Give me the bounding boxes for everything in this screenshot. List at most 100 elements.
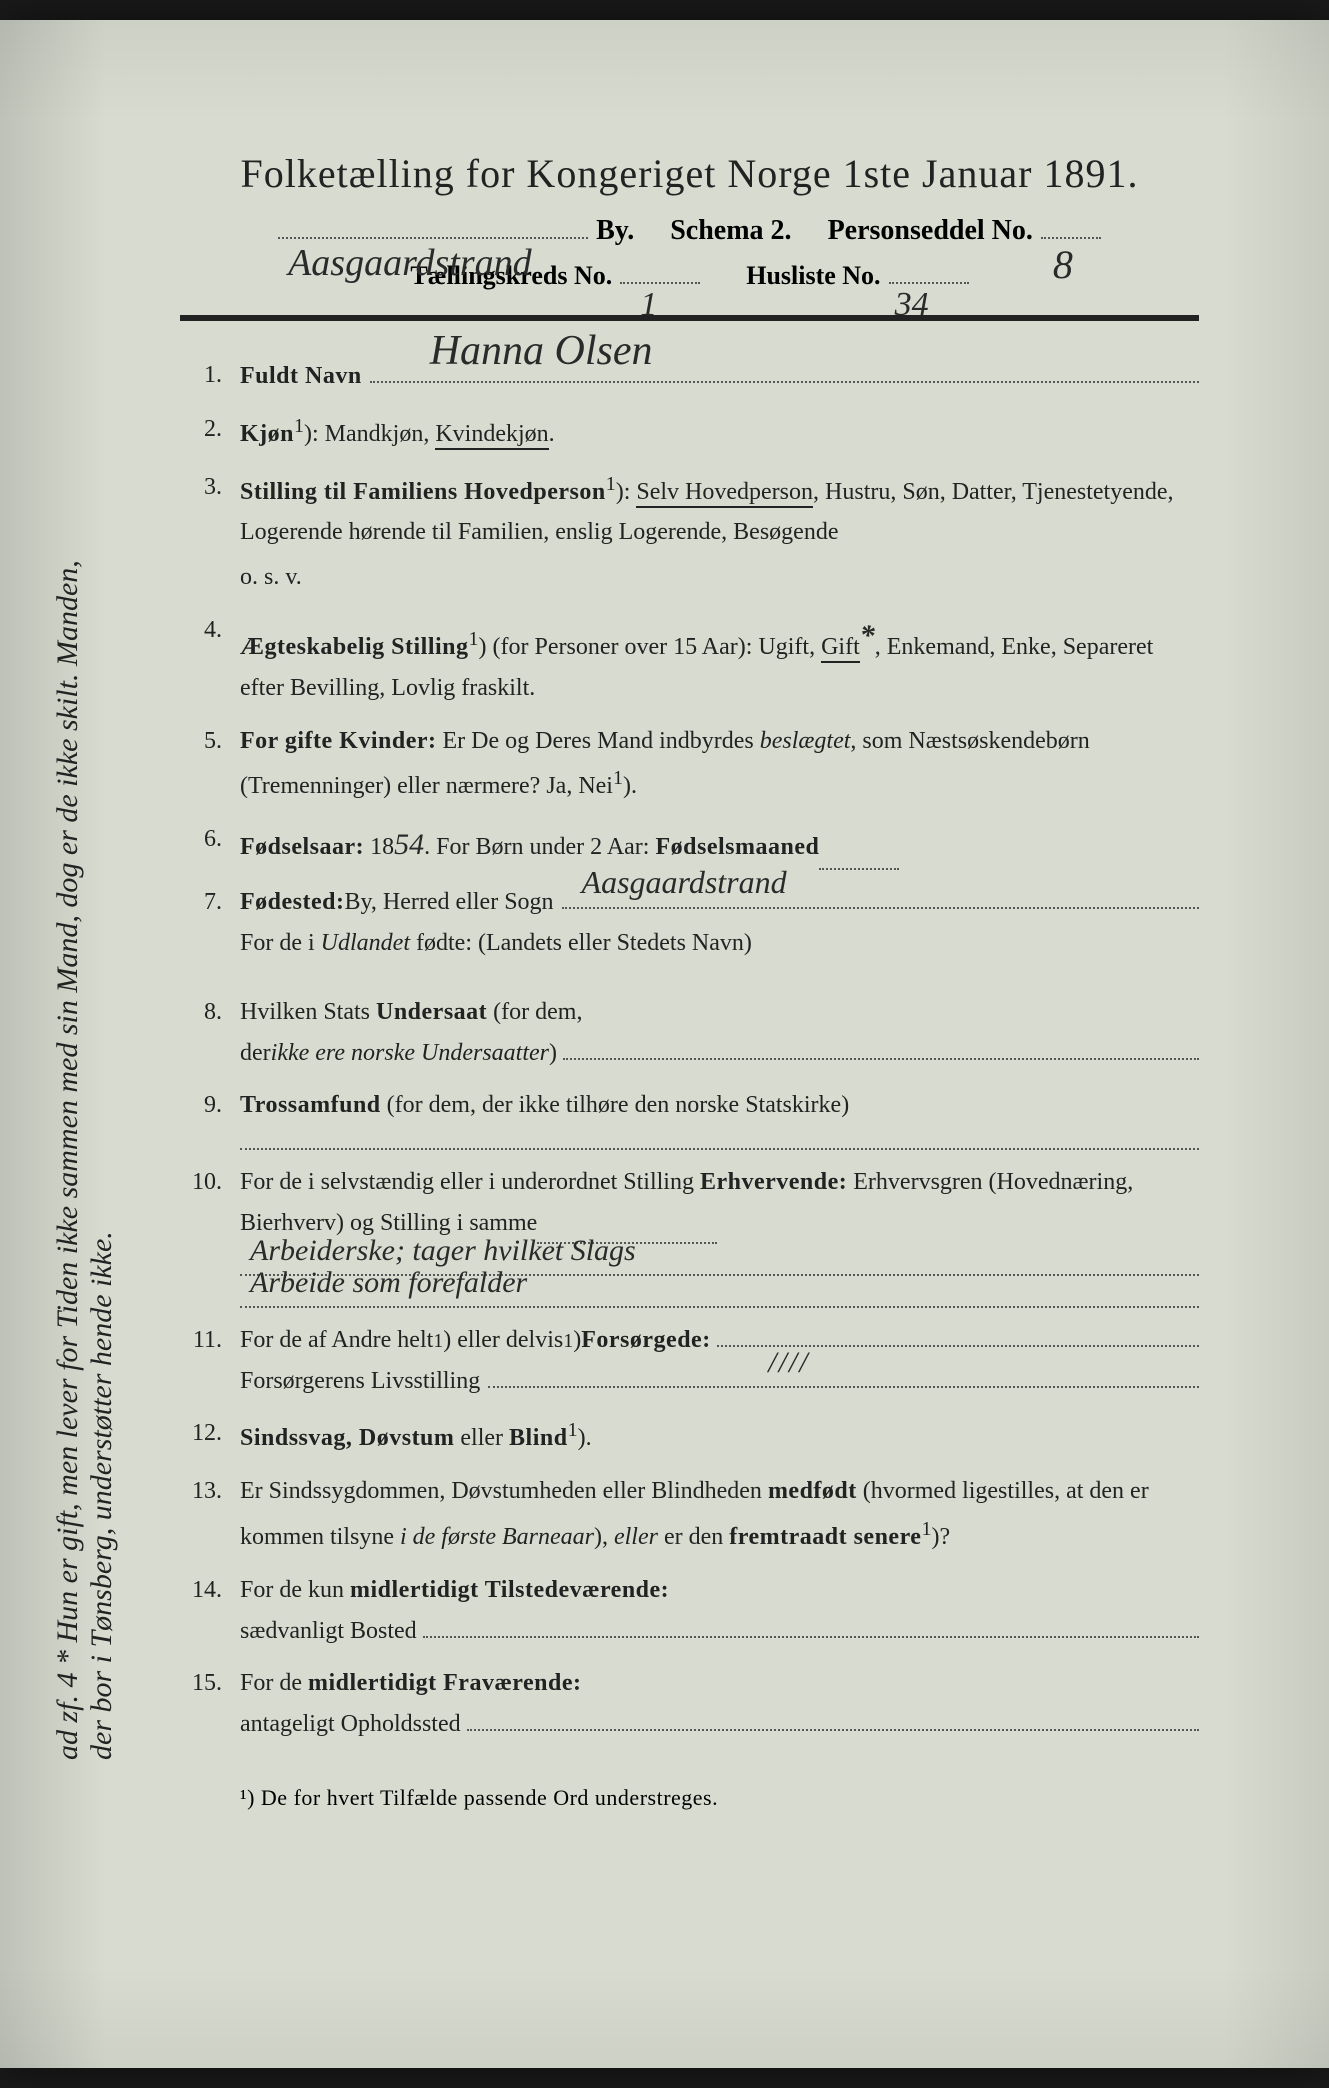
item-num: 15. — [180, 1663, 240, 1745]
selected-value: Kvindekjøn — [435, 421, 548, 450]
item-14: 14. For de kun midlertidigt Tilstedevære… — [180, 1570, 1199, 1652]
item-label: Blind — [509, 1425, 568, 1451]
text: By, Herred eller Sogn — [344, 882, 553, 923]
text: For de — [240, 1670, 308, 1696]
personseddel-label: Personseddel No. — [828, 215, 1033, 247]
item-label: Undersaat — [376, 999, 487, 1025]
schema-label: Schema 2. — [670, 215, 791, 247]
item-num: 10. — [180, 1162, 240, 1308]
sup: 1 — [563, 1324, 573, 1358]
sup: 1 — [433, 1324, 443, 1358]
item-num: 14. — [180, 1570, 240, 1652]
text: er den — [658, 1524, 729, 1550]
text: For de af Andre helt — [240, 1320, 433, 1361]
item-8: 8. Hvilken Stats Undersaat (for dem, der… — [180, 992, 1199, 1074]
header-rule — [180, 315, 1199, 321]
item-9: 9. Trossamfund (for dem, der ikke tilhør… — [180, 1085, 1199, 1150]
item-10: 10. For de i selvstændig eller i underor… — [180, 1162, 1199, 1308]
text: ikke ere norske Undersaatter — [271, 1033, 549, 1074]
form-items: 1. Fuldt Navn Hanna Olsen 2. Kjøn1): Man… — [180, 355, 1199, 1745]
text: (for dem, der ikke tilhøre den norske St… — [381, 1092, 850, 1118]
item-num: 8. — [180, 992, 240, 1074]
text: i de første Barneaar — [400, 1524, 594, 1550]
text: ) (for Personer over 15 Aar): Ugift, — [479, 634, 822, 660]
census-form-page: ad zf. 4 * Hun er gift, men lever for Ti… — [0, 20, 1329, 2068]
item-13: 13. Er Sindssygdommen, Døvstumheden elle… — [180, 1471, 1199, 1558]
item-1: 1. Fuldt Navn Hanna Olsen — [180, 355, 1199, 397]
item-label: Forsørgede: — [581, 1320, 710, 1361]
item-label: Trossamfund — [240, 1092, 381, 1118]
item-label: medfødt — [768, 1478, 857, 1504]
sup: 1 — [294, 415, 304, 437]
text: beslægtet — [760, 728, 851, 754]
item-num: 12. — [180, 1413, 240, 1459]
text: Udlandet — [321, 930, 410, 956]
text: ). — [623, 773, 637, 799]
item-num: 13. — [180, 1471, 240, 1558]
text: ): — [616, 479, 637, 505]
text: der — [240, 1033, 271, 1074]
item-label: Kjøn — [240, 421, 294, 447]
item-7: 7. Fødested: By, Herred eller Sogn Aasga… — [180, 882, 1199, 964]
item-num: 1. — [180, 355, 240, 397]
item-label: Fuldt Navn — [240, 356, 362, 397]
item-label: fremtraadt senere — [729, 1524, 921, 1550]
item-2: 2. Kjøn1): Mandkjøn, Kvindekjøn. — [180, 409, 1199, 455]
item-num: 2. — [180, 409, 240, 455]
sup: 1 — [613, 767, 623, 789]
text: eller — [614, 1524, 658, 1550]
item-label: Fødested: — [240, 882, 344, 923]
provider-value: //// — [768, 1337, 809, 1388]
item-15: 15. For de midlertidigt Fraværende: anta… — [180, 1663, 1199, 1745]
item-num: 11. — [180, 1320, 240, 1402]
text: Er De og Deres Mand indbyrdes — [437, 728, 760, 754]
text: antageligt Opholdssted — [240, 1704, 461, 1745]
sup: 1 — [921, 1518, 931, 1540]
text: ) eller delvis — [443, 1320, 563, 1361]
item-num: 3. — [180, 467, 240, 598]
footnote: ¹) De for hvert Tilfælde passende Ord un… — [180, 1785, 1199, 1811]
item-11: 11. For de af Andre helt1) eller delvis1… — [180, 1320, 1199, 1402]
text: ). — [578, 1425, 592, 1451]
text: eller — [454, 1425, 509, 1451]
text: )? — [931, 1524, 950, 1550]
item-label: midlertidigt Fraværende: — [308, 1670, 582, 1696]
text: fødte: (Landets eller Stedets Navn) — [410, 930, 752, 956]
birth-year-value: 54 — [394, 828, 424, 861]
item-label: Ægteskabelig Stilling — [240, 634, 469, 660]
item-12: 12. Sindssvag, Døvstum eller Blind1). — [180, 1413, 1199, 1459]
item-4: 4. Ægteskabelig Stilling1) (for Personer… — [180, 610, 1199, 709]
item-label: For gifte Kvinder: — [240, 728, 437, 754]
item-num: 9. — [180, 1085, 240, 1150]
text: Er Sindssygdommen, Døvstumheden eller Bl… — [240, 1478, 768, 1504]
selected-value: Gift — [821, 634, 860, 663]
by-label: By. — [596, 215, 634, 247]
form-title: Folketælling for Kongeriget Norge 1ste J… — [180, 150, 1199, 197]
occupation-line2: Arbeide som forefalder — [250, 1257, 527, 1308]
husliste-label: Husliste No. — [746, 261, 880, 291]
item-label: Fødselsaar: — [240, 834, 364, 860]
item-label: Stilling til Familiens Hovedperson — [240, 479, 606, 505]
text: ) — [549, 1033, 557, 1074]
text: ): Mandkjøn, — [304, 421, 435, 447]
text: 18 — [364, 834, 394, 860]
sup: 1 — [606, 473, 616, 495]
asterisk-mark: * — [860, 619, 875, 652]
text: ) — [573, 1320, 581, 1361]
item-num: 7. — [180, 882, 240, 964]
text: For de i — [240, 930, 321, 956]
item-label: midlertidigt Tilstedeværende: — [350, 1577, 669, 1603]
item-3: 3. Stilling til Familiens Hovedperson1):… — [180, 467, 1199, 598]
sup: 1 — [469, 628, 479, 650]
header-row-by: Aasgaardstrand By. Schema 2. Personsedde… — [180, 215, 1199, 247]
text: For de i selvstændig eller i underordnet… — [240, 1169, 700, 1195]
selected-value: Selv Hovedperson — [636, 479, 813, 508]
text: o. s. v. — [240, 557, 1199, 598]
item-num: 5. — [180, 721, 240, 808]
margin-annotation: ad zf. 4 * Hun er gift, men lever for Ti… — [55, 560, 115, 1760]
item-num: 4. — [180, 610, 240, 709]
full-name-value: Hanna Olsen — [430, 316, 653, 387]
text: (for dem, — [487, 999, 582, 1025]
item-num: 6. — [180, 819, 240, 870]
birthplace-value: Aasgaardstrand — [582, 855, 787, 909]
